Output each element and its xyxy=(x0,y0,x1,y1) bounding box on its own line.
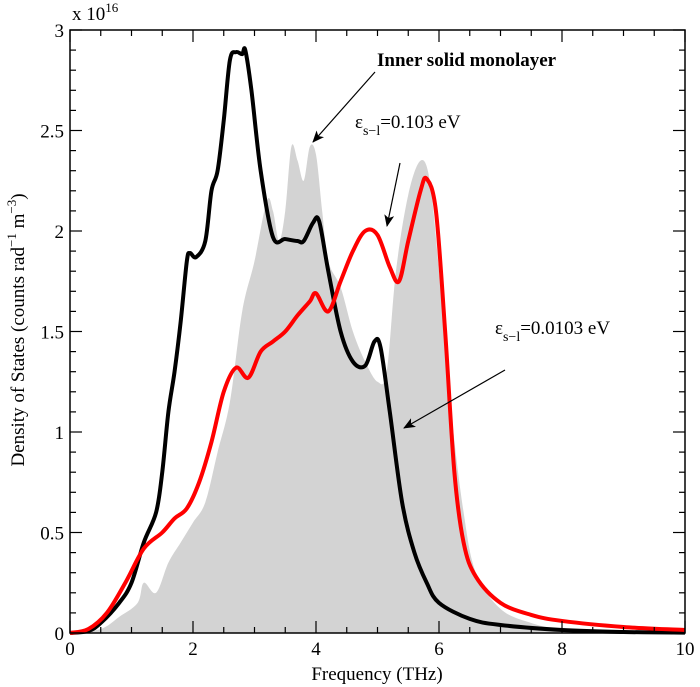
x-tick-label: 6 xyxy=(434,639,444,660)
y-tick-label: 2.5 xyxy=(40,122,64,143)
series-inner-solid-monolayer-area xyxy=(70,144,685,634)
series--s-l-0-103-ev-line xyxy=(69,175,686,635)
x-tick-label: 4 xyxy=(311,639,321,660)
series--s-l-0-0103-ev-line xyxy=(69,46,686,635)
plot-area xyxy=(69,46,686,635)
x-axis-label: Frequency (THz) xyxy=(311,664,442,685)
y-tick-label: 0 xyxy=(55,624,65,645)
y-tick-label: 3 xyxy=(55,21,65,42)
y-multiplier: x 1016 xyxy=(72,0,119,25)
x-tick-label: 0 xyxy=(65,639,75,660)
axis-ticks: 0 2 4 6 8 10 0 0.5 1 1.5 2 2.5 3 xyxy=(40,21,694,660)
y-tick-label: 1 xyxy=(55,423,65,444)
y-tick-label: 0.5 xyxy=(40,524,64,545)
x-tick-label: 2 xyxy=(188,639,198,660)
x-tick-label: 8 xyxy=(557,639,567,660)
annotation-arrow-0103 xyxy=(384,162,401,227)
annotation-00103: εs−l=0.0103 eV xyxy=(403,318,610,429)
annotation-inner-solid-text: Inner solid monolayer xyxy=(377,50,557,71)
annotation-arrow-00103 xyxy=(403,369,506,429)
y-axis-label: Density of States (counts rad−1 m−3) xyxy=(4,193,29,466)
annotation-0103: εs−l=0.103 eV xyxy=(355,112,461,227)
annotation-arrow-inner xyxy=(312,71,376,143)
annotation-inner-solid: Inner solid monolayer xyxy=(312,50,557,143)
annotation-00103-text: εs−l=0.0103 eV xyxy=(495,318,610,345)
y-tick-label: 1.5 xyxy=(40,323,64,344)
annotation-0103-text: εs−l=0.103 eV xyxy=(355,112,461,139)
x-tick-label: 10 xyxy=(676,639,695,660)
y-tick-label: 2 xyxy=(55,222,65,243)
